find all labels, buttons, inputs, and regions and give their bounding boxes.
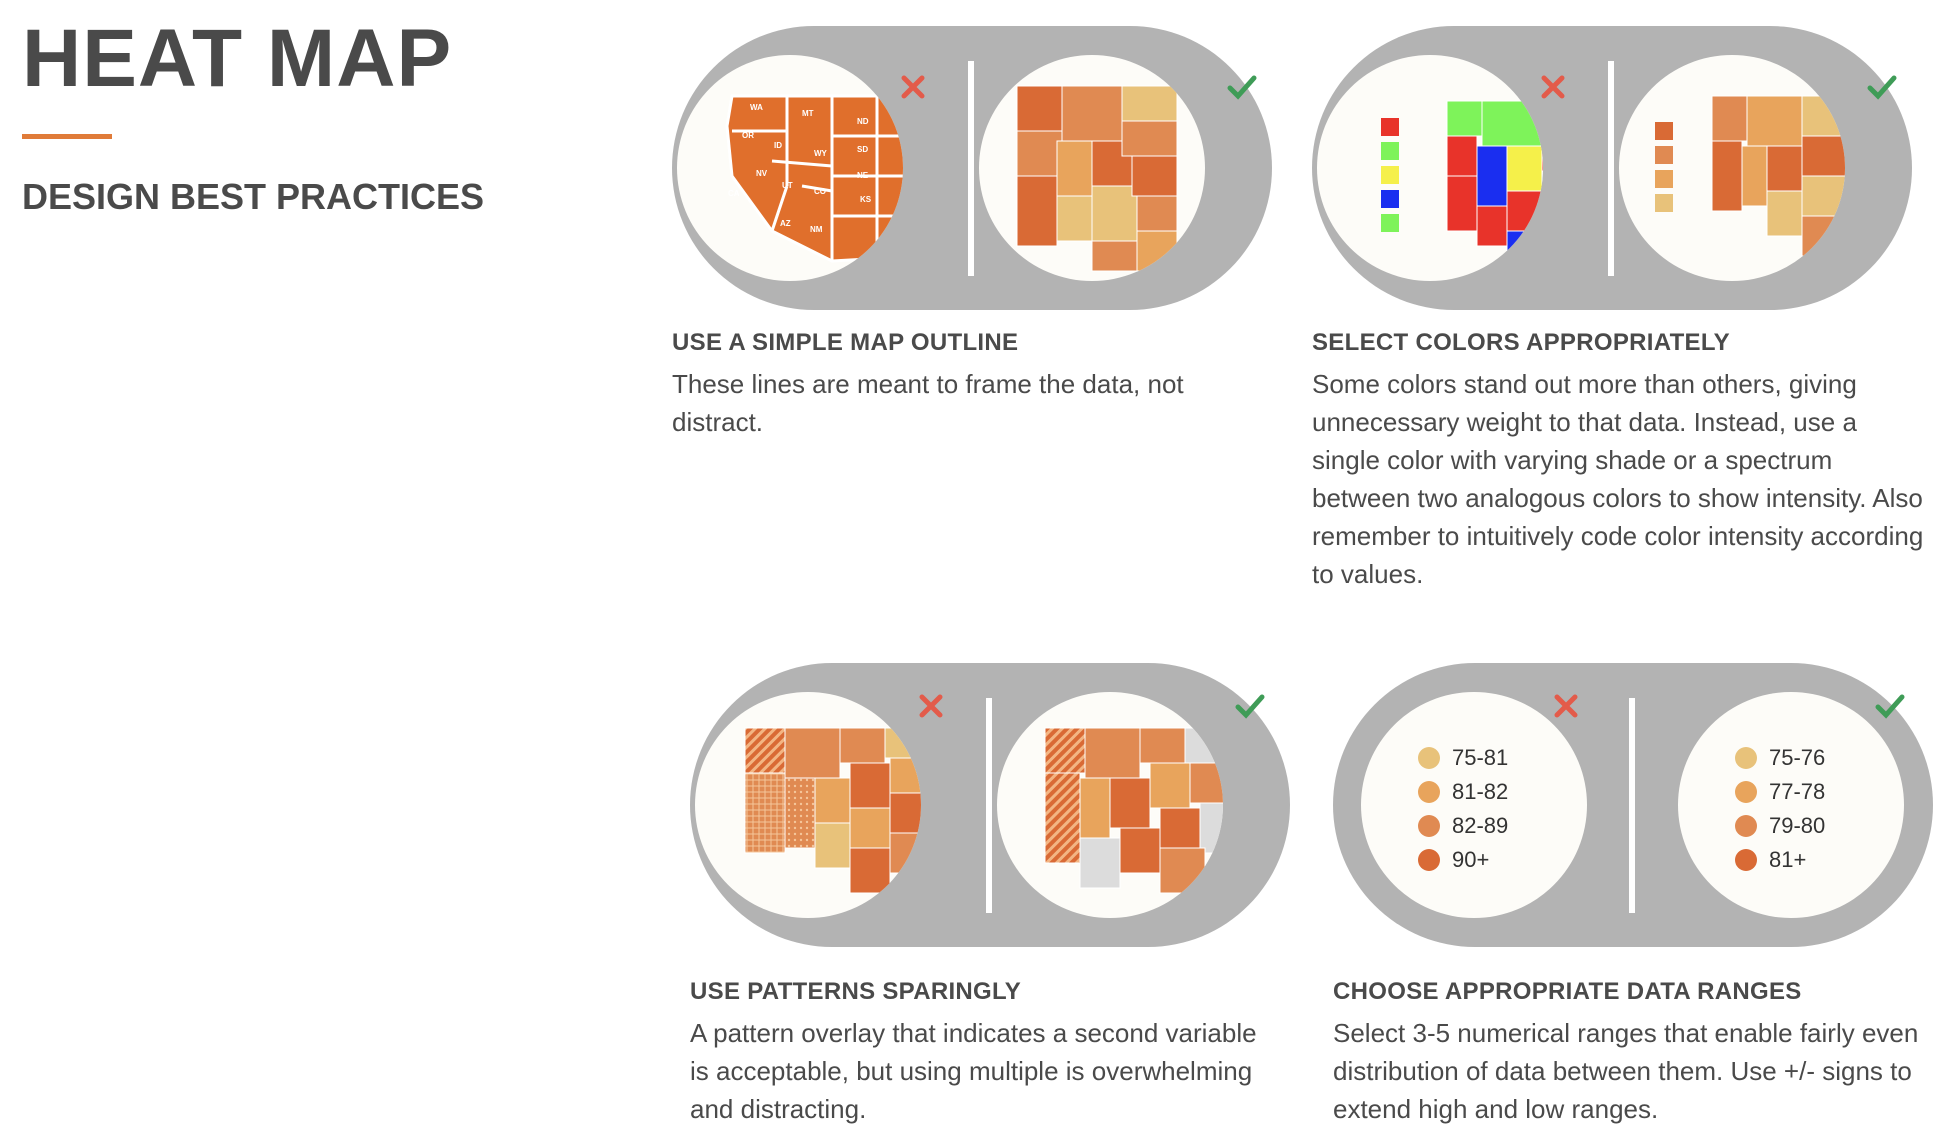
state-label: ID xyxy=(774,141,782,150)
range-label: 81+ xyxy=(1769,847,1807,872)
legend-item: 77-78 xyxy=(1735,779,1825,805)
tip-heading: CHOOSE APPROPRIATE DATA RANGES xyxy=(1333,978,1802,1005)
legend-item: 82-89 xyxy=(1418,813,1508,839)
tip-colors: SELECT COLORS APPROPRIATELY Some colors … xyxy=(1312,327,1932,593)
swatch-dot xyxy=(1418,781,1440,803)
bad-map-state-labels: WA OR MT ND ID SD WY NE NV UT CO KS CA A… xyxy=(728,103,872,234)
state-label: KS xyxy=(860,195,872,204)
good-example-map xyxy=(1044,727,1223,894)
swatch-dot xyxy=(1735,815,1757,837)
page-subtitle: DESIGN BEST PRACTICES xyxy=(22,176,485,217)
tip-heading: USE PATTERNS SPARINGLY xyxy=(690,978,1022,1005)
legend-item: 90+ xyxy=(1418,847,1489,873)
range-label: 77-78 xyxy=(1769,779,1826,804)
good-example-map xyxy=(1711,95,1845,257)
bad-example-map xyxy=(725,94,903,263)
swatch-dot xyxy=(1418,815,1440,837)
panel-colors xyxy=(1312,26,1912,310)
state-label: CA xyxy=(728,189,740,198)
tip-body: Some colors stand out more than others, … xyxy=(1312,369,1924,589)
state-label: UT xyxy=(782,181,793,190)
tip-data-ranges: CHOOSE APPROPRIATE DATA RANGES Select 3-… xyxy=(1333,976,1933,1128)
range-label: 79-80 xyxy=(1769,813,1826,838)
tip-body: Select 3-5 numerical ranges that enable … xyxy=(1333,1018,1919,1124)
legend-item: 81+ xyxy=(1735,847,1806,873)
bad-example-map xyxy=(744,727,921,894)
legend-item: 75-81 xyxy=(1418,745,1508,771)
range-label: 90+ xyxy=(1452,847,1490,872)
good-example-map xyxy=(1016,85,1178,272)
swatch-dot xyxy=(1418,747,1440,769)
page-title: HEAT MAP xyxy=(22,13,453,104)
bad-color-legend xyxy=(1381,118,1399,232)
good-example-circle xyxy=(1678,692,1904,918)
state-label: OR xyxy=(742,131,754,140)
legend-item: 75-76 xyxy=(1735,745,1825,771)
panel-patterns xyxy=(690,663,1290,947)
legend-item: 81-82 xyxy=(1418,779,1508,805)
state-label: NV xyxy=(756,169,768,178)
range-label: 75-76 xyxy=(1769,745,1826,770)
check-mark-icon xyxy=(1867,75,1897,100)
check-mark-icon xyxy=(1227,75,1257,100)
good-color-legend xyxy=(1655,122,1673,212)
panel-colors-graphic xyxy=(1312,26,1912,310)
state-label: WY xyxy=(814,149,828,158)
state-label: WA xyxy=(750,103,763,112)
check-mark-icon xyxy=(1235,694,1265,719)
panel-map-outline-graphic: WA OR MT ND ID SD WY NE NV UT CO KS CA A… xyxy=(672,26,1272,310)
swatch-dot xyxy=(1735,849,1757,871)
panel-data-ranges: 75-81 81-82 82-89 90+ 75-76 77-78 79-80 … xyxy=(1333,663,1933,947)
range-label: 75-81 xyxy=(1452,745,1509,770)
tip-body: These lines are meant to frame the data,… xyxy=(672,369,1184,437)
state-label: ND xyxy=(857,117,869,126)
range-label: 82-89 xyxy=(1452,813,1509,838)
state-label: NE xyxy=(857,171,869,180)
x-mark-icon xyxy=(1554,694,1578,718)
tip-heading: SELECT COLORS APPROPRIATELY xyxy=(1312,329,1730,356)
swatch-dot xyxy=(1418,849,1440,871)
x-mark-icon xyxy=(1541,75,1565,99)
x-mark-icon xyxy=(901,75,925,99)
legend-item: 79-80 xyxy=(1735,813,1825,839)
range-label: 81-82 xyxy=(1452,779,1509,804)
panel-data-ranges-graphic xyxy=(1333,663,1933,947)
panel-map-outline: WA OR MT ND ID SD WY NE NV UT CO KS CA A… xyxy=(672,26,1272,310)
state-label: CO xyxy=(814,187,826,196)
check-mark-icon xyxy=(1875,694,1905,719)
bad-example-circle xyxy=(1361,692,1587,918)
x-mark-icon xyxy=(919,694,943,718)
panel-patterns-graphic xyxy=(690,663,1290,947)
tip-map-outline: USE A SIMPLE MAP OUTLINE These lines are… xyxy=(672,327,1272,441)
state-label: SD xyxy=(857,145,868,154)
state-label: AZ xyxy=(780,219,791,228)
tip-patterns: USE PATTERNS SPARINGLY A pattern overlay… xyxy=(690,976,1270,1128)
state-label: NM xyxy=(810,225,823,234)
state-label: MT xyxy=(802,109,814,118)
swatch-dot xyxy=(1735,747,1757,769)
tip-heading: USE A SIMPLE MAP OUTLINE xyxy=(672,329,1019,356)
title-accent-rule xyxy=(22,134,112,139)
tip-body: A pattern overlay that indicates a secon… xyxy=(690,1018,1257,1124)
swatch-dot xyxy=(1735,781,1757,803)
